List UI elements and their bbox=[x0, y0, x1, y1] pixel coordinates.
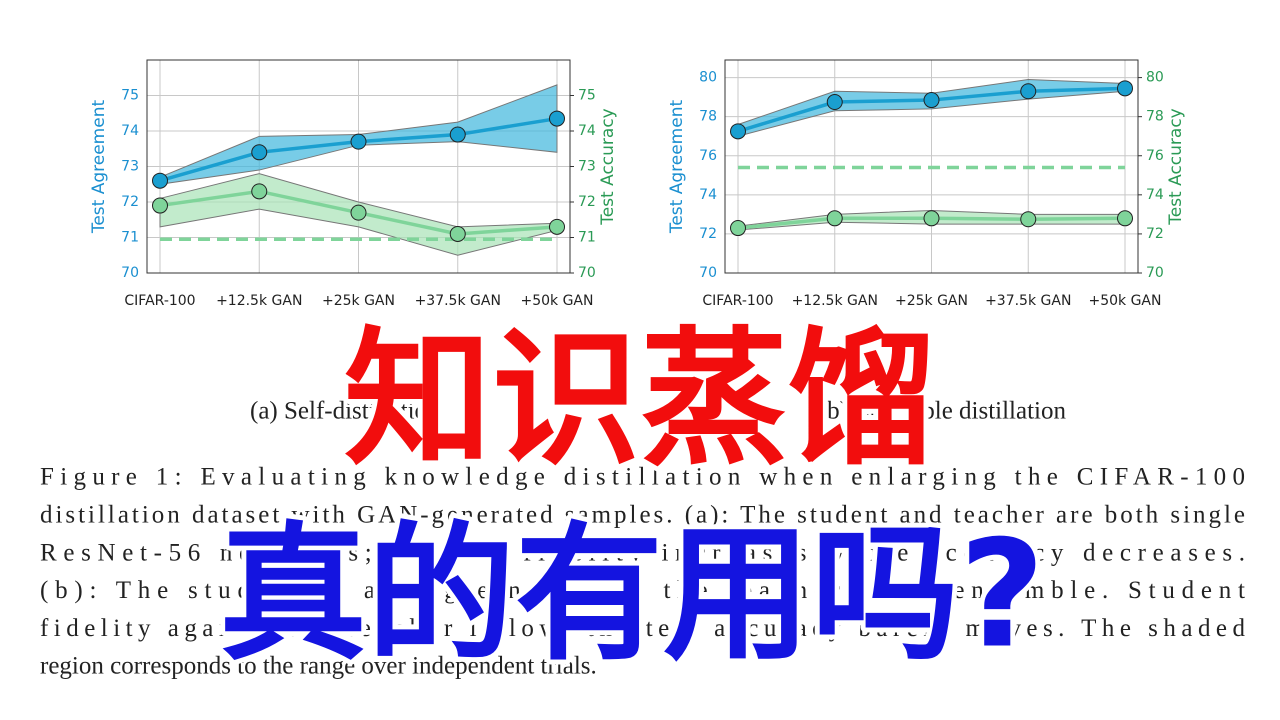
y2-tick-label: 76 bbox=[1146, 148, 1164, 164]
point bbox=[730, 220, 746, 237]
point bbox=[350, 204, 367, 221]
y-tick-label: 72 bbox=[121, 194, 139, 210]
subcaption: (a) Self-distillation bbox=[250, 398, 440, 425]
x-tick-label: CIFAR-100 bbox=[702, 293, 773, 309]
y2-tick-label: 73 bbox=[578, 159, 596, 175]
point bbox=[350, 133, 367, 150]
y2-tick-label: 70 bbox=[578, 265, 596, 281]
point bbox=[449, 225, 466, 242]
point bbox=[251, 144, 268, 161]
point bbox=[1020, 83, 1037, 100]
y2-tick-label: 75 bbox=[578, 88, 596, 104]
caption-line: region corresponds to the range over ind… bbox=[40, 653, 597, 680]
y-tick-label: 71 bbox=[121, 230, 139, 246]
point bbox=[826, 94, 843, 111]
x-tick-label: +25k GAN bbox=[322, 293, 395, 309]
x-tick-label: +50k GAN bbox=[1088, 293, 1161, 309]
x-tick-label: CIFAR-100 bbox=[124, 293, 195, 309]
x-tick-label: +50k GAN bbox=[520, 293, 593, 309]
y-tick-label: 78 bbox=[699, 109, 717, 125]
y-tick-label: 74 bbox=[699, 187, 717, 203]
y2-tick-label: 78 bbox=[1146, 109, 1164, 125]
point bbox=[1020, 211, 1037, 228]
caption-line: (b): The student is a single network, th… bbox=[40, 577, 1245, 604]
overlay-title: 知识蒸馏 bbox=[344, 314, 936, 486]
y2-axis-label: Test Accuracy bbox=[598, 108, 618, 226]
point bbox=[826, 210, 843, 227]
point bbox=[152, 172, 168, 189]
x-tick-label: +37.5k GAN bbox=[985, 293, 1071, 309]
point bbox=[549, 218, 565, 235]
point bbox=[1117, 210, 1133, 227]
y2-tick-label: 70 bbox=[1146, 265, 1164, 281]
y-tick-label: 75 bbox=[121, 88, 139, 104]
plot-frame bbox=[724, 59, 1139, 274]
x-tick-label: +12.5k GAN bbox=[792, 293, 878, 309]
y-tick-label: 74 bbox=[121, 123, 139, 139]
y-tick-label: 70 bbox=[121, 265, 139, 281]
y2-tick-label: 71 bbox=[578, 230, 596, 246]
y-axis-label: Test Agreement bbox=[667, 100, 687, 235]
point bbox=[730, 123, 746, 140]
y-tick-label: 70 bbox=[699, 265, 717, 281]
point bbox=[152, 197, 168, 214]
y2-tick-label: 74 bbox=[578, 123, 596, 139]
point bbox=[549, 110, 565, 127]
point bbox=[1117, 80, 1133, 97]
x-tick-label: +25k GAN bbox=[895, 293, 968, 309]
y-tick-label: 76 bbox=[699, 148, 717, 164]
y-tick-label: 73 bbox=[121, 159, 139, 175]
y-tick-label: 80 bbox=[699, 70, 717, 86]
y-tick-label: 72 bbox=[699, 226, 717, 242]
x-tick-label: +12.5k GAN bbox=[216, 293, 302, 309]
point bbox=[251, 183, 268, 200]
y2-tick-label: 74 bbox=[1146, 187, 1164, 203]
y2-tick-label: 72 bbox=[1146, 226, 1164, 242]
point bbox=[923, 210, 940, 227]
y-axis-label: Test Agreement bbox=[89, 100, 109, 235]
y2-tick-label: 72 bbox=[578, 194, 596, 210]
y2-tick-label: 80 bbox=[1146, 70, 1164, 86]
plot-frame bbox=[146, 59, 571, 274]
point bbox=[923, 92, 940, 109]
x-tick-label: +37.5k GAN bbox=[415, 293, 501, 309]
y2-axis-label: Test Accuracy bbox=[1166, 108, 1186, 226]
overlay-subtitle: 真的有用吗? bbox=[219, 509, 1045, 681]
subcaption: (b) Ensemble distillation bbox=[819, 398, 1067, 425]
point bbox=[449, 126, 466, 143]
